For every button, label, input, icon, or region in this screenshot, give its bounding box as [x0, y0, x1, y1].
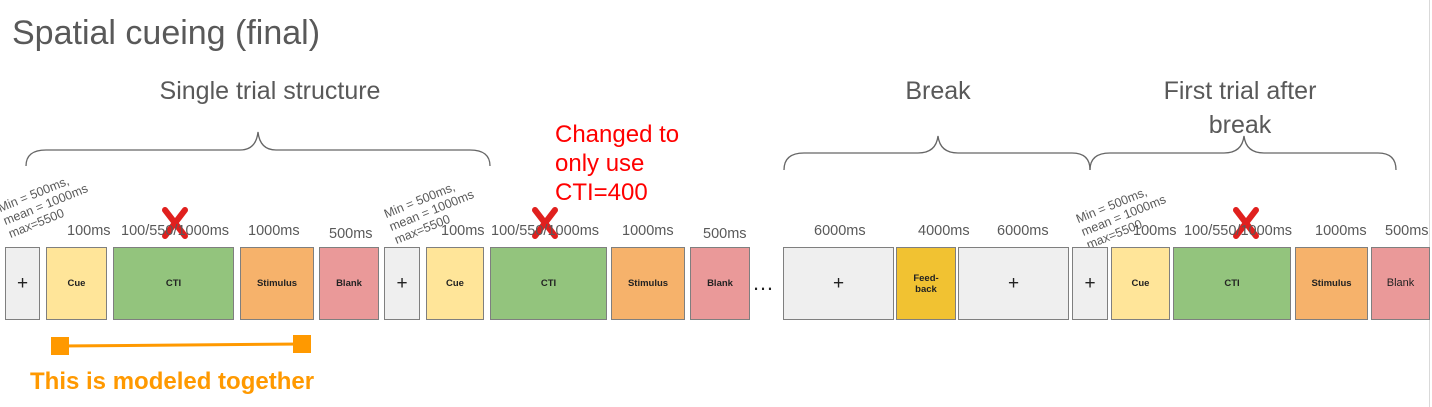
duration-blank-1: 500ms [329, 226, 373, 242]
duration-feedback: 4000ms [918, 223, 970, 239]
block-break-fixation-1: + [783, 247, 894, 320]
block-feedback: Feed- back [896, 247, 956, 320]
block-stimulus-2: Stimulus [611, 247, 685, 320]
modeled-together-label: This is modeled together [30, 368, 315, 395]
cross-mark-icon-3 [1233, 207, 1259, 239]
duration-cti-1: 100/550/1000ms [121, 223, 230, 239]
duration-break-fix-2: 6000ms [997, 223, 1049, 239]
block-blank-3: Blank [1371, 247, 1430, 320]
cross-mark-icon-1 [162, 207, 188, 239]
brace-single-trial [25, 131, 491, 167]
duration-break-fix-1: 6000ms [814, 223, 866, 239]
duration-stimulus-1: 1000ms [248, 223, 300, 239]
block-cti-1: CTI [113, 247, 234, 320]
cti-change-note: Changed to only use CTI=400 [555, 121, 680, 206]
block-fixation-3: + [1072, 247, 1108, 320]
duration-cue-3: 100ms [1133, 223, 1177, 239]
duration-stimulus-2: 1000ms [622, 223, 674, 239]
duration-cue-2: 100ms [441, 223, 485, 239]
brace-first-trial [1089, 135, 1397, 171]
duration-cti-2: 100/550/1000ms [491, 223, 600, 239]
duration-stimulus-3: 1000ms [1315, 223, 1367, 239]
block-cue-2: Cue [426, 247, 484, 320]
slide-title: Spatial cueing (final) [12, 14, 321, 52]
block-blank-2: Blank [690, 247, 750, 320]
section-first-trial-after-break: First trial after break [1163, 77, 1317, 139]
block-fixation-2: + [384, 247, 420, 320]
block-cti-2: CTI [490, 247, 607, 320]
section-break: Break [905, 77, 971, 105]
duration-cue-1: 100ms [67, 223, 111, 239]
block-blank-1: Blank [319, 247, 379, 320]
duration-blank-2: 500ms [703, 226, 747, 242]
duration-cti-3: 100/550/1000ms [1184, 223, 1293, 239]
block-cti-3: CTI [1173, 247, 1291, 320]
block-cue-3: Cue [1111, 247, 1170, 320]
slide-right-border [1429, 0, 1430, 407]
section-single-trial: Single trial structure [159, 77, 381, 105]
cross-marks [162, 207, 1259, 239]
cross-mark-icon-2 [532, 207, 558, 239]
block-fixation-1: + [5, 247, 40, 320]
timeline-ellipsis: … [752, 270, 774, 295]
block-stimulus-1: Stimulus [240, 247, 314, 320]
block-stimulus-3: Stimulus [1295, 247, 1368, 320]
modeled-connector [51, 335, 311, 355]
block-break-fixation-2: + [958, 247, 1069, 320]
duration-blank-3: 500ms [1385, 223, 1429, 239]
connector-line [59, 342, 303, 348]
block-cue-1: Cue [46, 247, 107, 320]
brace-break [783, 135, 1091, 171]
